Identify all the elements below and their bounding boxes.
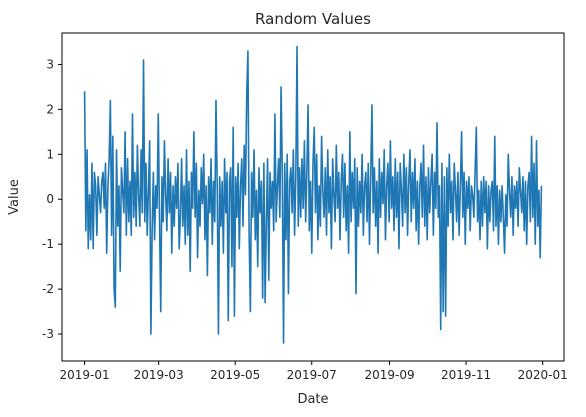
y-axis-label: Value <box>7 179 22 215</box>
y-tick-label: 3 <box>46 57 54 71</box>
x-axis: 2019-01 2019-03 2019-05 2019-07 2019-09 2019-… <box>60 361 568 382</box>
plot-frame <box>61 32 565 362</box>
x-axis-label: Date <box>297 392 328 407</box>
x-tick-label: 2019-05 <box>210 368 260 382</box>
y-tick-label: 2 <box>46 102 54 116</box>
x-tick-label: 2019-03 <box>134 368 184 382</box>
y-tick-label: -2 <box>42 282 54 296</box>
y-tick-label: -1 <box>42 237 54 251</box>
y-axis: -3 -2 -1 0 1 2 3 <box>42 57 62 341</box>
x-tick-label: 2019-01 <box>60 368 110 382</box>
x-tick-label: 2019-09 <box>364 368 414 382</box>
x-tick-label: 2019-11 <box>441 368 491 382</box>
x-tick-label: 2020-01 <box>518 368 568 382</box>
x-tick-label: 2019-07 <box>287 368 337 382</box>
series-line <box>83 45 543 344</box>
y-tick-label: 0 <box>46 192 54 206</box>
y-tick-label: 1 <box>46 147 54 161</box>
y-tick-label: -3 <box>42 327 54 341</box>
chart-title: Random Values <box>255 10 371 28</box>
